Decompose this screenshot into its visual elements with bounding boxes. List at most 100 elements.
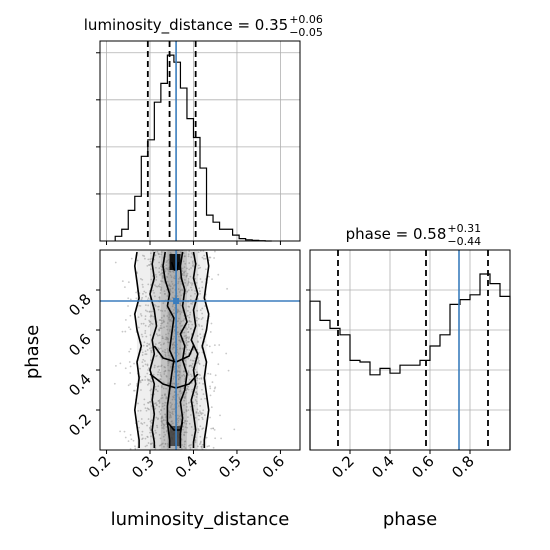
sample-point bbox=[129, 365, 132, 368]
sample-point bbox=[148, 319, 151, 322]
sample-point bbox=[172, 337, 174, 340]
sample-point bbox=[124, 319, 127, 321]
sample-point bbox=[156, 250, 159, 253]
sample-point bbox=[172, 346, 175, 349]
sample-point bbox=[198, 359, 200, 362]
sample-point bbox=[164, 355, 167, 358]
sample-point bbox=[163, 290, 166, 293]
sample-point bbox=[171, 420, 173, 423]
sample-point bbox=[164, 419, 167, 422]
sample-point bbox=[147, 367, 150, 370]
sample-point bbox=[186, 344, 189, 347]
sample-point bbox=[178, 310, 181, 313]
sample-point bbox=[192, 349, 195, 351]
sample-point bbox=[191, 283, 193, 286]
sample-point bbox=[171, 382, 174, 385]
sample-point bbox=[202, 250, 205, 252]
sample-point bbox=[167, 272, 170, 275]
sample-point bbox=[183, 431, 186, 434]
sample-point bbox=[158, 283, 161, 286]
sample-point bbox=[161, 274, 164, 277]
sample-point bbox=[207, 372, 209, 375]
sample-point bbox=[187, 371, 190, 374]
sample-point bbox=[163, 373, 166, 375]
sample-point bbox=[160, 327, 163, 330]
sample-point bbox=[214, 250, 216, 253]
sample-point bbox=[159, 274, 161, 276]
sample-point bbox=[158, 329, 160, 332]
sample-point bbox=[181, 288, 184, 291]
sample-point bbox=[155, 333, 158, 335]
sample-point bbox=[176, 421, 179, 424]
sample-point bbox=[144, 315, 147, 318]
sample-point bbox=[150, 351, 153, 354]
sample-point bbox=[186, 272, 189, 275]
sample-point bbox=[190, 289, 193, 291]
sample-point bbox=[168, 330, 171, 332]
phase-histogram-panel: 0.2 0.4 0.6 0.8 phase = 0.58 +0.31 −0.44 ph… bbox=[306, 222, 511, 530]
sample-point bbox=[188, 378, 191, 381]
sample-point bbox=[200, 318, 203, 321]
sample-point bbox=[146, 264, 149, 267]
sample-point bbox=[182, 260, 185, 263]
sample-point bbox=[167, 382, 170, 385]
sample-point bbox=[173, 390, 176, 393]
sample-point bbox=[163, 404, 166, 407]
sample-point bbox=[143, 257, 146, 260]
sample-point bbox=[149, 443, 152, 445]
sample-point bbox=[187, 401, 190, 404]
sample-point bbox=[150, 322, 153, 325]
sample-point bbox=[159, 355, 162, 358]
sample-point bbox=[147, 382, 150, 385]
sample-point bbox=[161, 335, 164, 338]
y-tick-label: 0.8 bbox=[65, 290, 95, 320]
sample-point bbox=[198, 443, 201, 446]
sample-point bbox=[172, 312, 175, 315]
sample-point bbox=[115, 364, 117, 367]
sample-point bbox=[170, 280, 173, 283]
sample-point bbox=[187, 374, 190, 376]
sample-point bbox=[194, 357, 197, 360]
sample-point bbox=[160, 416, 163, 419]
sample-point bbox=[160, 263, 163, 266]
sample-point bbox=[158, 433, 161, 436]
sample-point bbox=[163, 281, 166, 283]
sample-point bbox=[212, 427, 214, 430]
sample-point bbox=[177, 419, 180, 422]
sample-point bbox=[160, 309, 162, 312]
sample-point bbox=[157, 253, 160, 256]
sample-point bbox=[162, 426, 165, 428]
sample-point bbox=[169, 365, 172, 368]
sample-point bbox=[186, 387, 189, 390]
sample-point bbox=[127, 440, 130, 443]
sample-scatter bbox=[113, 250, 236, 450]
sample-point bbox=[188, 422, 191, 425]
x-tick-label: 0.2 bbox=[328, 452, 358, 482]
sample-point bbox=[173, 394, 176, 397]
sample-point bbox=[190, 444, 192, 446]
sample-point bbox=[201, 412, 204, 415]
sample-point bbox=[180, 414, 182, 417]
sample-point bbox=[209, 256, 212, 259]
sample-point bbox=[176, 351, 179, 354]
sample-point bbox=[159, 413, 162, 415]
sample-point bbox=[157, 365, 160, 368]
sample-point bbox=[195, 377, 198, 379]
sample-point bbox=[145, 409, 148, 412]
phase-title-lower-error: −0.44 bbox=[447, 235, 481, 248]
sample-point bbox=[187, 409, 190, 411]
sample-point bbox=[167, 410, 170, 413]
sample-point bbox=[166, 322, 169, 325]
sample-point bbox=[206, 445, 209, 448]
sample-point bbox=[161, 394, 163, 397]
sample-point bbox=[164, 292, 166, 295]
sample-point bbox=[190, 267, 192, 269]
sample-point bbox=[162, 337, 164, 340]
sample-point bbox=[144, 379, 146, 381]
sample-point bbox=[164, 413, 167, 416]
sample-point bbox=[179, 298, 181, 301]
sample-point bbox=[161, 310, 164, 312]
sample-point bbox=[162, 302, 165, 305]
sample-point bbox=[204, 397, 206, 400]
sample-point bbox=[146, 383, 149, 386]
